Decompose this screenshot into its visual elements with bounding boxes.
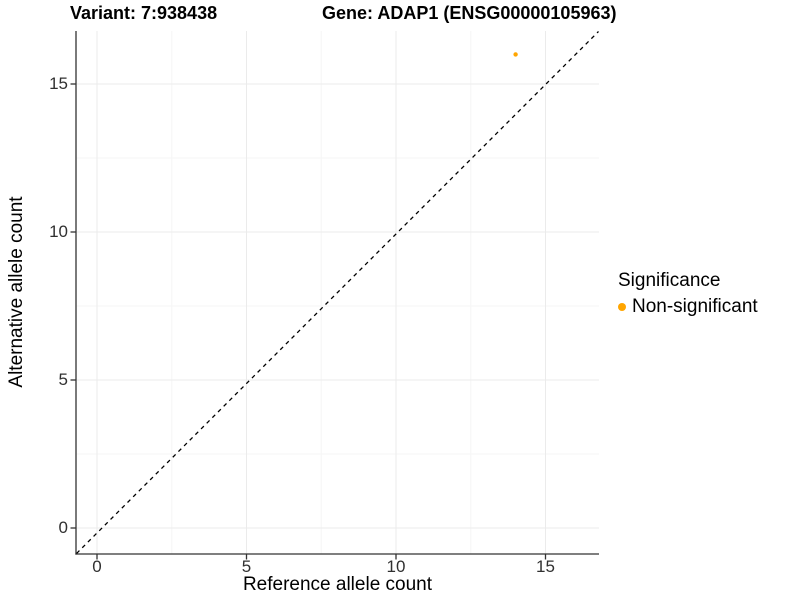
y-tick-label: 5 (58, 370, 68, 389)
x-axis-title: Reference allele count (242, 574, 433, 595)
y-tick-label: 15 (49, 74, 68, 93)
y-tick-label: 0 (58, 518, 68, 537)
x-tick-label: 0 (92, 557, 102, 576)
plot-title-gene: Gene: ADAP1 (ENSG00000105963) (322, 3, 617, 23)
x-tick-label: 5 (241, 557, 252, 576)
legend-item-label: Non-significant (632, 296, 758, 317)
y-axis-title: Alternative allele count (6, 196, 27, 388)
identity-line (76, 31, 599, 554)
x-tick-label: 15 (536, 557, 555, 576)
legend: Significance Non-significant (618, 270, 758, 318)
legend-items: Non-significant (618, 296, 758, 318)
data-point (513, 52, 518, 57)
x-tick-label: 10 (386, 557, 406, 576)
y-tick-label: 10 (49, 222, 68, 241)
legend-point-icon (618, 303, 626, 311)
legend-title: Significance (618, 270, 721, 291)
legend-item: Non-significant (618, 296, 758, 318)
plot-title-variant: Variant: 7:938438 (70, 3, 218, 23)
